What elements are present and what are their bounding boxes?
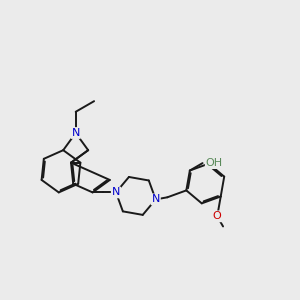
Text: N: N xyxy=(112,188,120,197)
Text: O: O xyxy=(213,211,222,221)
Text: OH: OH xyxy=(206,158,223,168)
Text: N: N xyxy=(71,128,80,138)
Text: N: N xyxy=(152,194,160,204)
